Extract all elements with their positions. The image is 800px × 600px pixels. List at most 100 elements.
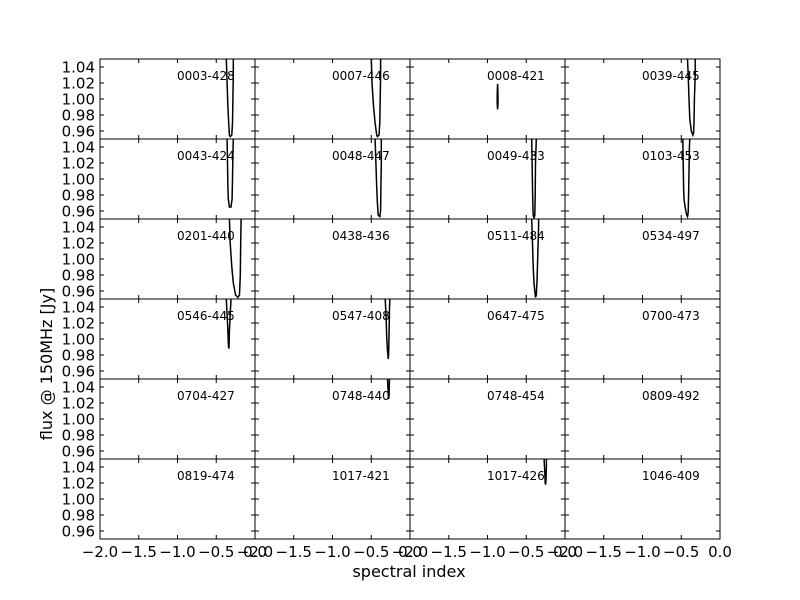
contour-0103-453-0 [682,139,691,219]
x-tick-label: −2.0 [392,543,428,561]
x-tick-label: −1.5 [431,543,467,561]
y-tick-label: 0.98 [62,187,95,205]
panel-label: 0007-446 [332,69,390,83]
x-tick-label: −0.5 [508,543,544,561]
x-tick-label: −2.0 [237,543,273,561]
panel-0700-473: 0700-473 [564,298,721,380]
x-tick-label: −1.0 [624,543,660,561]
x-tick-label: −1.0 [469,543,505,561]
x-tick-label: −0.5 [663,543,699,561]
panel-label: 1017-421 [332,469,390,483]
contour-0201-440-0 [228,219,242,299]
x-tick-label: −1.5 [121,543,157,561]
panel-0007-446: 0007-446 [254,58,411,140]
contour-0008-421-0 [496,83,499,110]
x-tick-label: −1.5 [586,543,622,561]
panel-label: 0511-484 [487,229,545,243]
contour-0049-433-0 [530,139,538,219]
panel-label: 0547-408 [332,309,390,323]
y-tick-label: 1.02 [62,395,95,413]
y-tick-label: 1.00 [62,251,95,269]
panel-label: 0049-433 [487,149,545,163]
panel-label: 0748-454 [487,389,545,403]
panel-label: 1017-426 [487,469,545,483]
panel-label: 0534-497 [642,229,700,243]
panel-label: 1046-409 [642,469,700,483]
x-axis-title: spectral index [352,562,465,581]
panel-label: 0008-421 [487,69,545,83]
panel-label: 0700-473 [642,309,700,323]
y-tick-label: 1.04 [62,299,95,317]
x-tick-label: −2.0 [547,543,583,561]
panel-label: 0819-474 [177,469,235,483]
x-tick-label: −1.0 [159,543,195,561]
y-tick-label: 0.98 [62,427,95,445]
x-tick-label: −1.5 [276,543,312,561]
contour-0039-445-0 [686,59,696,138]
y-tick-label: 1.04 [62,219,95,237]
y-tick-label: 1.00 [62,411,95,429]
x-tick-label: 0.0 [243,543,267,561]
contour-0547-408-0 [384,299,391,360]
y-tick-label: 0.96 [62,203,95,221]
panel-label: 0809-492 [642,389,700,403]
y-tick-label: 1.02 [62,475,95,493]
contour-0546-445-0 [225,299,232,349]
panel-label: 0043-424 [177,149,235,163]
panel-label: 0647-475 [487,309,545,323]
contour-0048-447-0 [374,139,383,219]
y-tick-label: 0.98 [62,267,95,285]
y-tick-label: 0.98 [62,347,95,365]
panel-frame [564,458,721,540]
panel-1017-421: 1017-421 [254,458,411,540]
contour-0511-484-0 [530,219,540,298]
y-tick-label: 1.02 [62,235,95,253]
panel-label: 0748-440 [332,389,390,403]
y-axis-title: flux @ 150MHz [Jy] [37,288,56,440]
panel-label: 0039-445 [642,69,700,83]
y-tick-label: 1.00 [62,491,95,509]
x-tick-label: 0.0 [708,543,732,561]
panel-1046-409: 1046-409 [564,458,721,540]
contour-0003-428-0 [225,59,235,138]
y-tick-label: 1.00 [62,171,95,189]
y-tick-label: 0.98 [62,107,95,125]
y-tick-label: 1.04 [62,379,95,397]
panel-label: 0438-436 [332,229,390,243]
panel-label: 0048-447 [332,149,390,163]
y-tick-label: 0.96 [62,123,95,141]
y-tick-label: 0.96 [62,523,95,541]
y-tick-label: 1.04 [62,139,95,157]
contour-0043-424-0 [226,139,235,208]
panel-label: 0546-445 [177,309,235,323]
y-tick-label: 1.02 [62,155,95,173]
y-tick-label: 1.00 [62,331,95,349]
tick-labels: 0.960.981.001.021.040.960.981.001.021.04… [62,59,732,562]
panel-label: 0201-440 [177,229,235,243]
x-tick-label: −0.5 [353,543,389,561]
panel-0647-475: 0647-475 [409,298,566,380]
contour-0007-446-0 [370,59,382,138]
contour-0748-440-0 [386,379,391,400]
contour-1017-426-0 [543,459,548,485]
x-tick-label: 0.0 [553,543,577,561]
y-tick-label: 0.96 [62,283,95,301]
y-tick-label: 0.96 [62,363,95,381]
panel-grid: 0003-428 0007-446 0008-421 0039-445 0043-424… [99,58,721,540]
panel-label: 0704-427 [177,389,235,403]
y-tick-label: 0.96 [62,443,95,461]
y-tick-label: 0.98 [62,507,95,525]
panel-0039-445: 0039-445 [564,58,721,140]
panel-label: 0103-453 [642,149,700,163]
y-tick-label: 1.00 [62,91,95,109]
y-tick-label: 1.04 [62,59,95,77]
panel-0547-408: 0547-408 [254,298,411,380]
y-tick-label: 1.02 [62,315,95,333]
x-tick-label: −0.5 [198,543,234,561]
y-tick-label: 1.02 [62,75,95,93]
panel-label: 0003-428 [177,69,235,83]
x-tick-label: −1.0 [314,543,350,561]
x-tick-label: 0.0 [398,543,422,561]
